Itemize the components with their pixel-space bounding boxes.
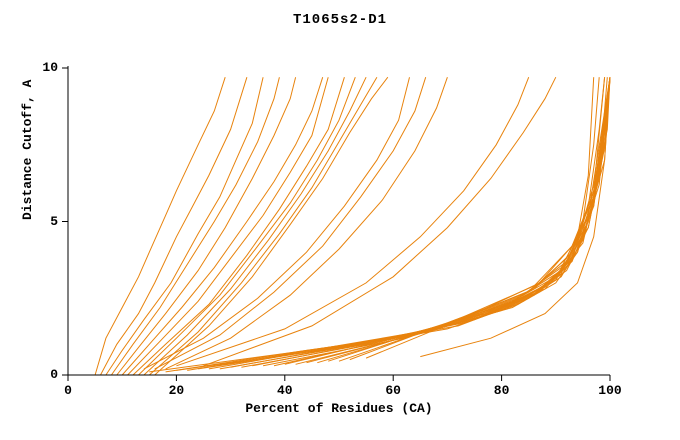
model-curve	[176, 77, 606, 371]
model-curve	[149, 77, 595, 373]
model-curve	[143, 76, 367, 376]
model-curve	[365, 77, 611, 359]
model-curve	[219, 77, 611, 370]
model-curve	[127, 77, 329, 376]
x-axis-label: Percent of Residues (CA)	[245, 401, 433, 416]
model-curve	[132, 77, 345, 376]
model-curve	[241, 77, 611, 368]
model-curve	[154, 77, 427, 370]
model-curve	[100, 77, 248, 376]
model-curve	[187, 77, 606, 371]
x-tick-label: 60	[385, 383, 401, 398]
model-curve	[263, 77, 611, 367]
model-curve	[176, 77, 530, 367]
model-curve	[273, 77, 611, 367]
x-tick-label: 20	[168, 383, 185, 398]
model-curve	[349, 77, 611, 361]
model-curve	[284, 77, 611, 365]
model-curve	[165, 77, 600, 373]
model-curve	[198, 77, 608, 370]
x-tick-label: 100	[598, 383, 622, 398]
model-curve	[203, 76, 557, 367]
model-curve	[154, 76, 389, 376]
model-curve	[420, 77, 611, 358]
model-curve	[148, 76, 378, 376]
x-tick-label: 40	[276, 383, 293, 398]
model-curve	[105, 77, 264, 376]
model-curve	[252, 77, 611, 367]
model-curve	[110, 77, 280, 376]
y-tick-label: 0	[50, 367, 58, 382]
model-curve	[165, 77, 448, 370]
model-curve	[116, 77, 297, 376]
y-tick-label: 5	[50, 213, 58, 229]
x-tick-label: 0	[64, 383, 72, 398]
page-title: T1065s2-D1	[292, 12, 387, 28]
x-tick-label: 80	[493, 383, 510, 398]
model-curve	[121, 77, 324, 376]
model-curve	[138, 77, 356, 376]
model-curve	[94, 77, 226, 376]
model-curve	[143, 77, 410, 370]
y-tick-label: 10	[42, 60, 58, 75]
